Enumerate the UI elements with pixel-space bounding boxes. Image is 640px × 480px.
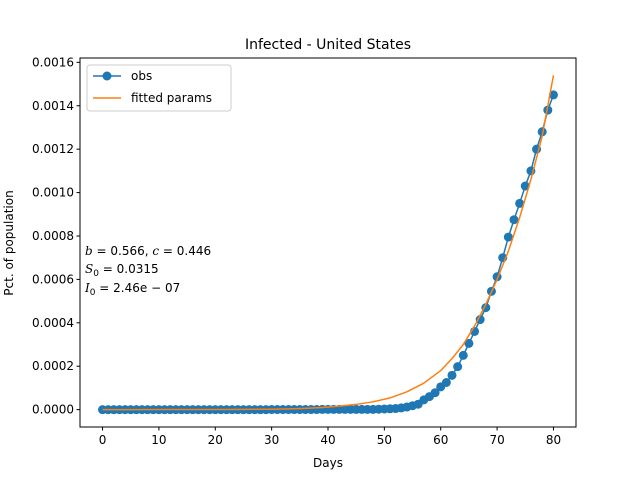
parameter-annotation: b = 0.566, c = 0.446 S0 = 0.0315 I0 = 2.… <box>84 244 211 298</box>
legend-obs-marker <box>102 71 112 81</box>
x-axis-label: Days <box>313 456 343 470</box>
chart-title: Infected - United States <box>245 37 411 53</box>
data-point-obs <box>515 198 525 208</box>
y-tick-label: 0.0014 <box>32 99 74 113</box>
annotation-i-value: = 2.46e − 07 <box>95 281 180 295</box>
x-axis: 0 10 20 30 40 50 60 70 80 <box>99 427 561 447</box>
data-point-obs <box>543 105 553 115</box>
annotation-b-value: = 0.566, <box>93 244 153 258</box>
annotation-b-symbol: b <box>85 244 93 258</box>
data-point-obs <box>503 232 513 242</box>
y-axis-label: Pct. of population <box>2 190 16 295</box>
data-point-obs <box>537 127 547 137</box>
annotation-i-symbol: I <box>84 281 90 295</box>
data-point-obs <box>441 378 451 387</box>
data-point-obs <box>548 90 558 100</box>
series-layer <box>98 75 558 415</box>
annotation-c-symbol: c <box>152 244 159 258</box>
annotation-s-symbol: S <box>85 262 93 276</box>
x-tick-label: 60 <box>433 433 448 447</box>
legend: obs fitted params <box>86 64 232 112</box>
x-tick-label: 40 <box>320 433 335 447</box>
x-tick-label: 50 <box>377 433 392 447</box>
data-point-obs <box>475 315 485 325</box>
y-tick-label: 0.0004 <box>32 316 74 330</box>
x-tick-label: 80 <box>546 433 561 447</box>
data-point-obs <box>453 362 463 372</box>
legend-obs-label: obs <box>131 69 152 83</box>
y-tick-label: 0.0010 <box>32 186 74 200</box>
annotation-line-1: b = 0.566, c = 0.446 <box>85 244 211 258</box>
legend-fitted-label: fitted params <box>131 91 212 105</box>
x-tick-label: 70 <box>489 433 504 447</box>
annotation-i-subscript: 0 <box>90 288 96 298</box>
data-point-obs <box>520 181 530 191</box>
y-tick-label: 0.0012 <box>32 142 74 156</box>
y-axis: 0.0000 0.0002 0.0004 0.0006 0.0008 0.0010 0.00… <box>32 55 80 417</box>
annotation-line-3: I0 = 2.46e − 07 <box>84 281 180 298</box>
y-tick-label: 0.0006 <box>32 272 74 286</box>
legend-box <box>86 64 232 112</box>
annotation-s-value: = 0.0315 <box>99 262 159 276</box>
annotation-c-value: = 0.446 <box>159 244 211 258</box>
x-tick-label: 10 <box>151 433 166 447</box>
data-point-obs <box>509 215 519 225</box>
annotation-line-2: S0 = 0.0315 <box>85 262 159 279</box>
data-point-obs <box>458 350 468 360</box>
series-line-fitted-params <box>102 75 555 411</box>
x-tick-label: 30 <box>264 433 279 447</box>
annotation-s-subscript: 0 <box>93 269 99 279</box>
y-tick-label: 0.0016 <box>32 55 74 69</box>
data-point-obs <box>447 370 457 380</box>
x-tick-label: 20 <box>208 433 223 447</box>
data-point-obs <box>430 388 440 398</box>
x-tick-label: 0 <box>99 433 107 447</box>
y-tick-label: 0.0002 <box>32 359 74 373</box>
data-point-obs <box>464 338 474 348</box>
plot-area: 0 10 20 30 40 50 60 70 80 0.00000.00020.00040.00… <box>32 55 577 447</box>
y-tick-label: 0.0008 <box>32 229 74 243</box>
y-tick-label: 0.0000 <box>32 403 74 417</box>
